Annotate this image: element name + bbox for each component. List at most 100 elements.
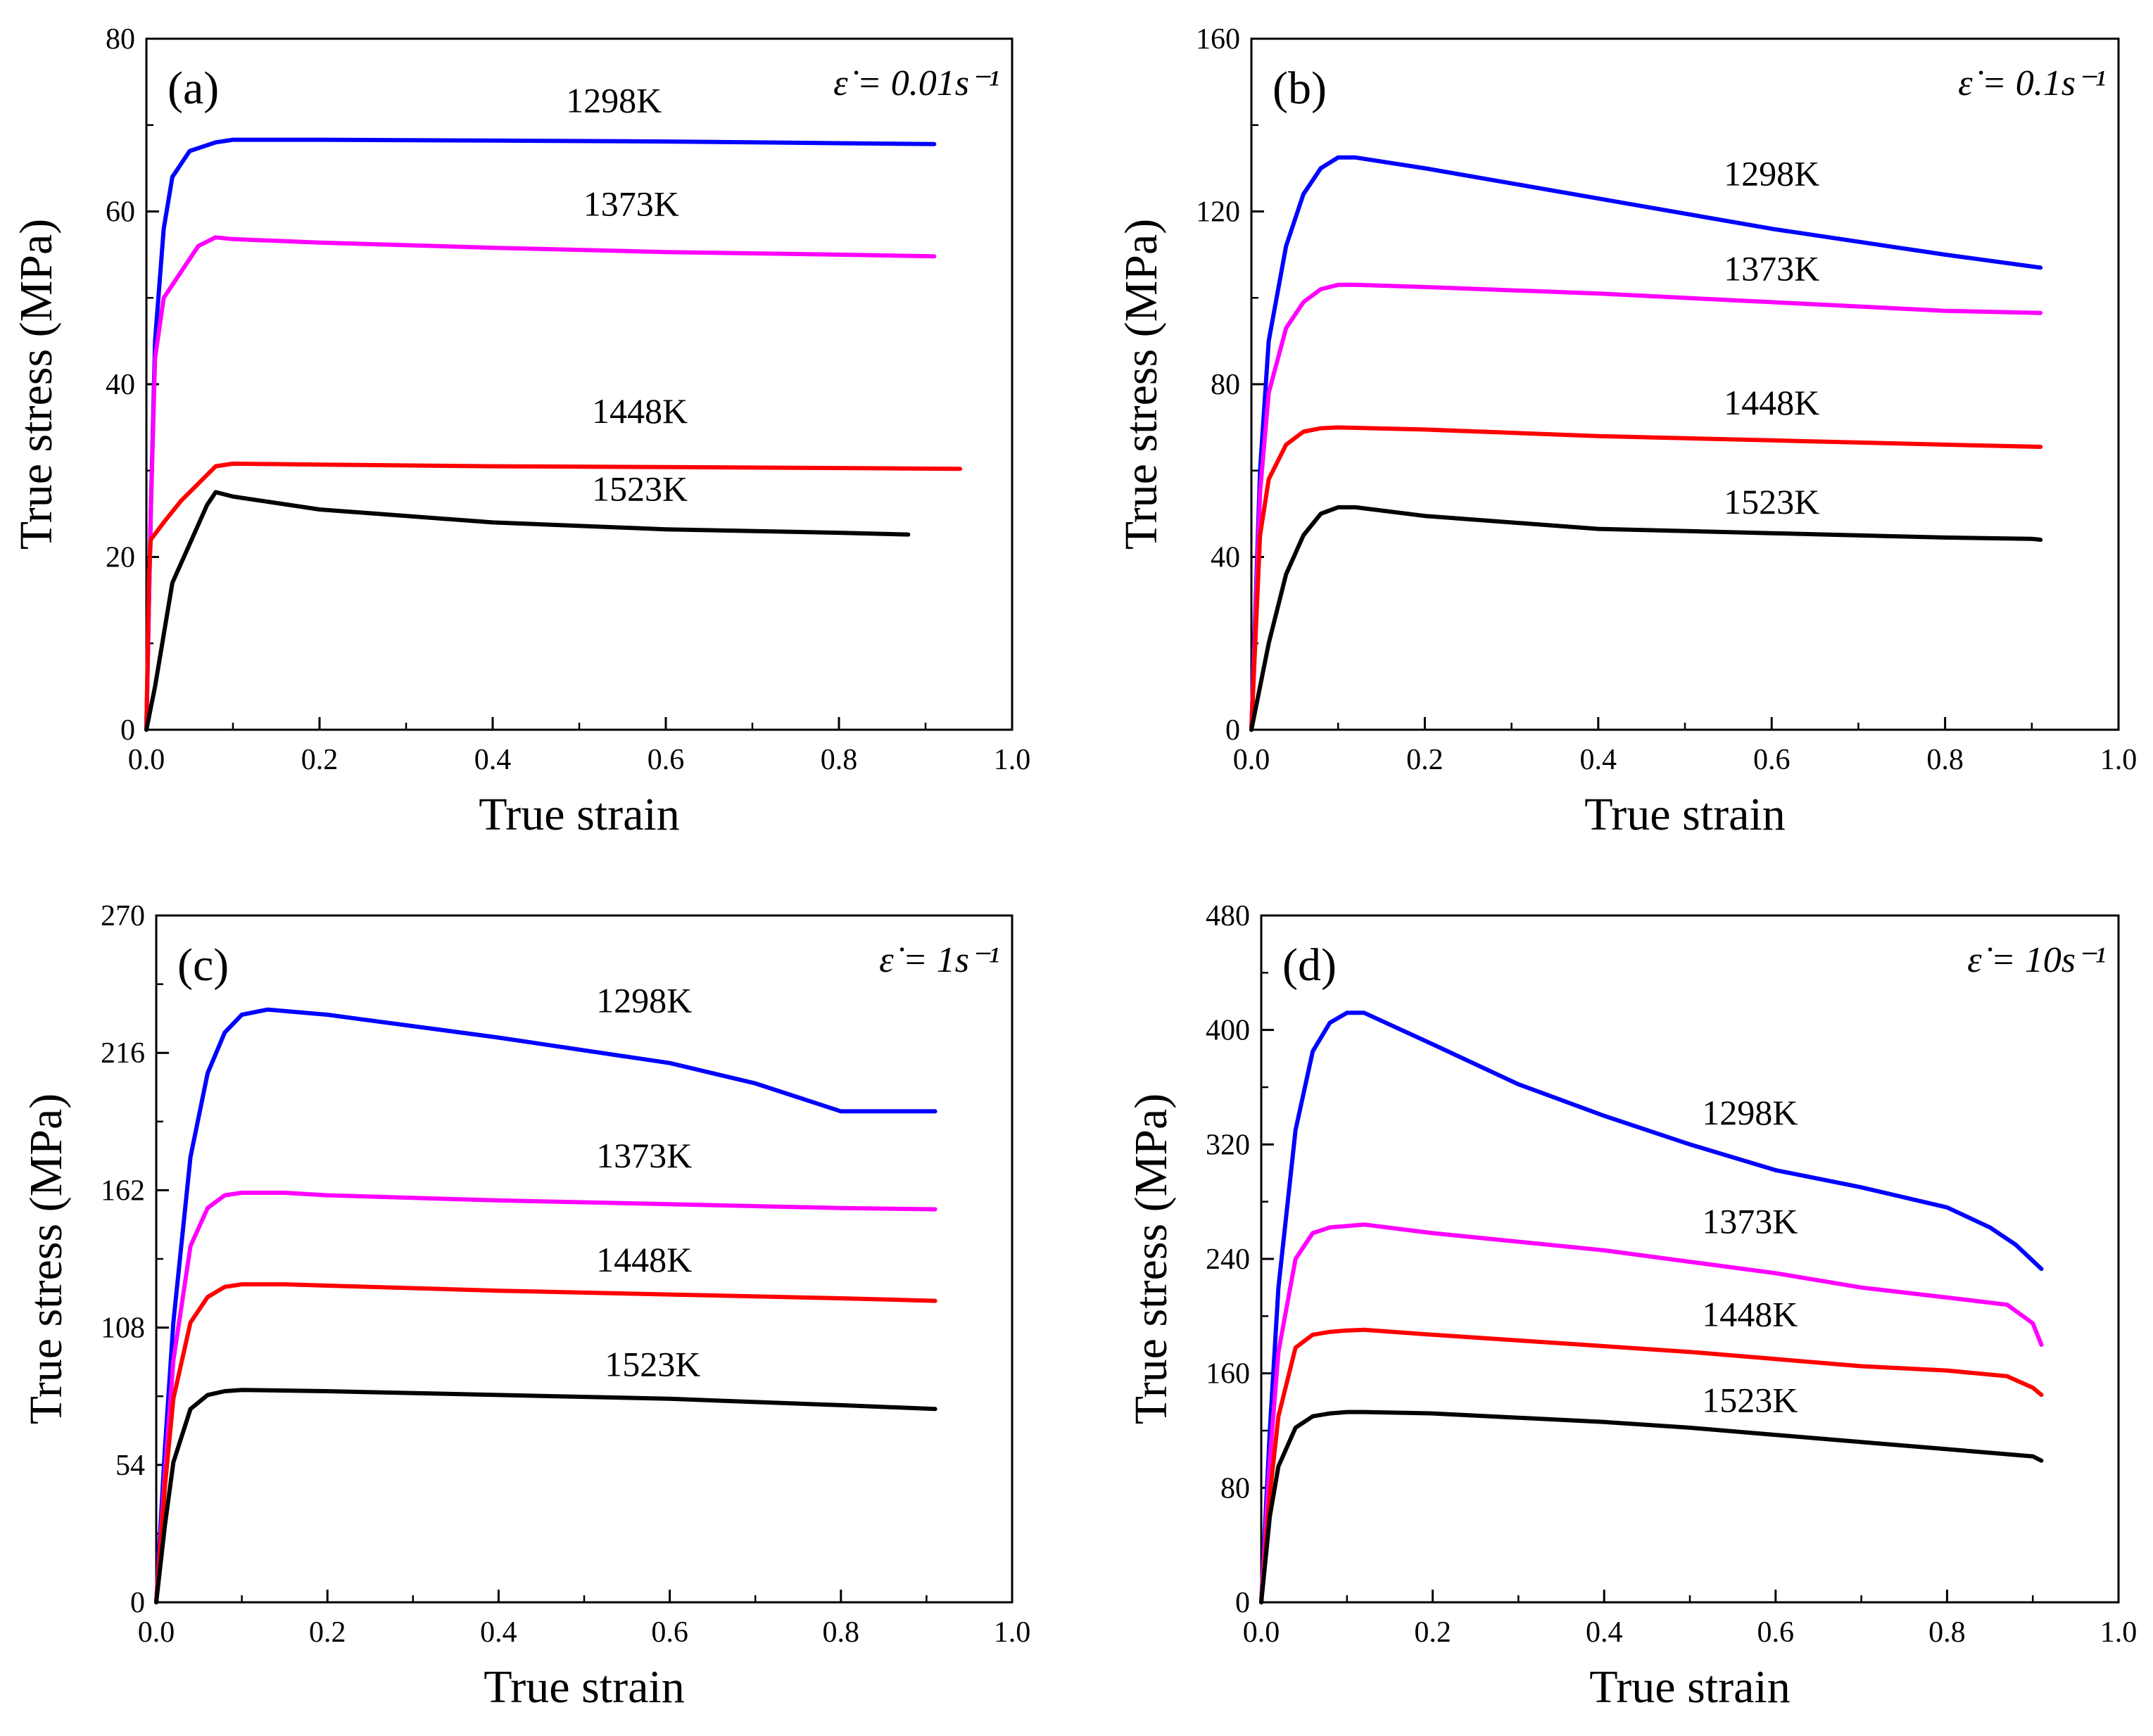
y-tick-label: 40 (106, 369, 135, 401)
y-axis-title: True stress (MPa) (11, 219, 62, 550)
series-label-1298K: 1298K (1724, 154, 1819, 194)
x-tick-label: 0.6 (1757, 1616, 1795, 1649)
x-tick-label: 0.4 (1586, 1616, 1623, 1649)
y-tick-label: 20 (106, 542, 135, 574)
y-tick-label: 270 (101, 900, 145, 932)
series-line-1298K (154, 1007, 937, 1604)
y-tick-label: 0 (1225, 714, 1240, 747)
series-line-1448K (1249, 425, 2043, 732)
series-label-1523K: 1523K (1702, 1381, 1798, 1420)
x-axis-title: True strain (479, 789, 679, 840)
y-tick-label: 60 (106, 196, 135, 229)
strain-rate-label: ε̇ = 10s⁻¹ (1967, 940, 2106, 980)
y-tick-label: 40 (1211, 542, 1240, 574)
panel-d: 0.0 0.2 0.4 0.6 0.8 1.0 0 80 160 240 320 400 480 True… (1125, 900, 2137, 1713)
series-line-1298K (1249, 155, 2043, 732)
series-line-1448K (144, 461, 963, 732)
x-tick-label: 0.4 (474, 744, 512, 776)
x-tick-label: 0.8 (1928, 1616, 1966, 1649)
x-tick-label: 0.0 (1233, 744, 1270, 776)
y-tick-label: 240 (1206, 1243, 1250, 1276)
x-tick-label: 0.4 (480, 1616, 517, 1649)
x-axis-title: True strain (484, 1661, 684, 1713)
x-tick-label: 0.8 (821, 744, 858, 776)
y-axis-title: True stress (MPa) (20, 1094, 72, 1425)
panel-label: (d) (1282, 939, 1337, 991)
x-tick-label: 1.0 (2100, 1616, 2138, 1649)
series-label-1448K: 1448K (1724, 383, 1819, 422)
x-tick-label: 0.8 (1926, 744, 1964, 776)
series-line-1373K (154, 1191, 937, 1604)
x-tick-label: 0.0 (1243, 1616, 1280, 1649)
panel-label: (c) (177, 939, 229, 991)
series-label-1448K: 1448K (592, 391, 688, 431)
panel-c: 0.0 0.2 0.4 0.6 0.8 1.0 0 54 108 162 216 270 True st… (20, 900, 1030, 1713)
series-label-1448K: 1448K (596, 1240, 692, 1279)
x-tick-label: 1.0 (994, 1616, 1031, 1649)
series-label-1523K: 1523K (605, 1344, 700, 1383)
x-tick-label: 1.0 (994, 744, 1031, 776)
y-axis-title: True stress (MPa) (1116, 219, 1167, 550)
x-tick-label: 0.4 (1580, 744, 1617, 776)
y-tick-label: 480 (1206, 900, 1250, 932)
series-label-1298K: 1298K (566, 80, 662, 120)
y-tick-label: 80 (106, 23, 135, 56)
series-line-1523K (154, 1388, 937, 1604)
x-tick-label: 0.6 (648, 744, 685, 776)
y-tick-label: 162 (101, 1174, 145, 1207)
strain-rate-label: ε̇ = 0.01s⁻¹ (833, 63, 999, 103)
y-tick-label: 108 (101, 1312, 145, 1345)
y-tick-label: 216 (101, 1037, 145, 1070)
x-tick-label: 0.0 (128, 744, 165, 776)
series-line-1373K (144, 235, 937, 732)
strain-rate-label: ε̇ = 1s⁻¹ (879, 940, 999, 980)
series-label-1523K: 1523K (1724, 482, 1819, 521)
panel-label: (a) (168, 63, 219, 114)
x-tick-label: 0.2 (309, 1616, 346, 1649)
x-tick-label: 0.8 (823, 1616, 860, 1649)
y-axis-title: True stress (MPa) (1125, 1094, 1177, 1425)
y-tick-label: 0 (120, 714, 135, 747)
y-tick-label: 160 (1206, 1358, 1250, 1390)
series-label-1448K: 1448K (1702, 1295, 1798, 1334)
plot-frame (155, 914, 1014, 1604)
plot-frame (1250, 37, 2120, 731)
y-tick-label: 80 (1211, 369, 1240, 401)
x-tick-label: 0.2 (1414, 1616, 1451, 1649)
plot-frame (1260, 914, 2120, 1604)
x-axis-title: True strain (1584, 789, 1785, 840)
series-line-1448K (1259, 1327, 2044, 1604)
series-line-1448K (154, 1282, 937, 1604)
series-label-1298K: 1298K (596, 980, 692, 1020)
x-tick-label: 0.2 (1406, 744, 1444, 776)
series-line-1523K (1249, 505, 2043, 732)
series-line-1298K (1259, 1010, 2044, 1604)
panel-label: (b) (1273, 63, 1327, 114)
x-tick-label: 0.6 (1753, 744, 1791, 776)
y-tick-label: 54 (115, 1450, 145, 1482)
x-tick-label: 0.6 (651, 1616, 688, 1649)
series-line-1298K (144, 137, 937, 732)
x-tick-label: 0.0 (138, 1616, 175, 1649)
x-axis-title: True strain (1589, 1661, 1790, 1713)
series-line-1523K (144, 490, 911, 732)
y-tick-label: 0 (130, 1587, 145, 1619)
series-line-1523K (1259, 1409, 2044, 1604)
panel-b: 0.0 0.2 0.4 0.6 0.8 1.0 0 40 80 120 160 True strain… (1116, 23, 2137, 840)
series-label-1373K: 1373K (596, 1136, 692, 1175)
series-label-1523K: 1523K (592, 469, 688, 509)
y-tick-label: 400 (1206, 1015, 1250, 1047)
x-tick-label: 1.0 (2100, 744, 2138, 776)
y-tick-label: 320 (1206, 1129, 1250, 1161)
series-label-1373K: 1373K (1724, 249, 1819, 289)
series-line-1373K (1259, 1222, 2044, 1604)
y-tick-label: 120 (1196, 196, 1240, 229)
series-line-1373K (1249, 282, 2043, 732)
strain-rate-label: ε̇ = 0.1s⁻¹ (1958, 63, 2106, 103)
y-tick-label: 80 (1220, 1472, 1250, 1504)
y-tick-label: 0 (1235, 1587, 1250, 1619)
panel-a: 0.0 0.2 0.4 0.6 0.8 1.0 0 20 40 60 80 True strain Tr… (11, 23, 1030, 840)
series-label-1373K: 1373K (1702, 1201, 1798, 1241)
y-tick-label: 160 (1196, 23, 1240, 56)
